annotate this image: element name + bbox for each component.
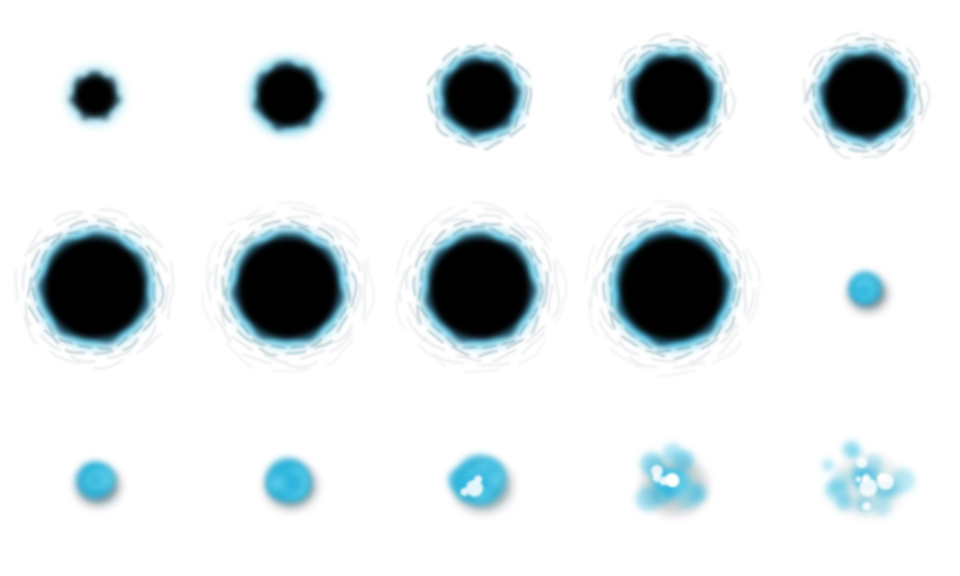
portal-ring xyxy=(812,44,916,149)
sprite-frame-11 xyxy=(76,461,119,505)
cloud-puff xyxy=(872,497,892,517)
portal-ring xyxy=(22,214,170,363)
portal-ring xyxy=(201,201,375,373)
portal-ring xyxy=(585,200,760,377)
portal-core xyxy=(259,67,317,125)
portal-ring xyxy=(221,219,357,356)
cloud-puff xyxy=(87,472,103,488)
sprite-frame-15 xyxy=(822,440,916,517)
portal-core xyxy=(238,238,338,338)
portal-core xyxy=(430,238,530,338)
cloud-gap xyxy=(474,475,483,484)
cloud-puff xyxy=(822,459,834,471)
portal-ring xyxy=(405,214,553,363)
portal-ring xyxy=(214,216,362,364)
cloud-gap xyxy=(669,476,679,487)
portal-ring xyxy=(27,219,165,355)
portal-core xyxy=(634,58,710,134)
portal-ring xyxy=(608,33,736,157)
portal-ring xyxy=(398,207,560,367)
cloud-puff xyxy=(285,475,303,493)
portal-ring xyxy=(614,39,727,153)
portal-ring xyxy=(609,224,737,353)
cloud-gap xyxy=(855,476,862,483)
sprite-frame-7 xyxy=(201,201,375,373)
portal-core xyxy=(75,76,115,116)
sprite-frame-12 xyxy=(266,458,316,508)
cloud-puff xyxy=(858,284,873,299)
sprite-frame-10 xyxy=(848,271,887,311)
cloud-gap xyxy=(859,478,878,497)
cloud-puff xyxy=(674,474,693,493)
sprite-frame-5 xyxy=(802,31,930,160)
portal-ring xyxy=(594,211,747,363)
sprite-frame-2 xyxy=(250,58,326,134)
portal-ring xyxy=(590,205,755,369)
portal-ring xyxy=(802,31,930,160)
cloud-gap xyxy=(877,473,894,490)
sprite-frame-4 xyxy=(608,33,736,157)
cloud-gap xyxy=(856,457,868,469)
cloud-puff xyxy=(836,481,848,493)
sprite-frame-6 xyxy=(15,208,174,369)
cloud-gap xyxy=(651,465,663,477)
portal-ring xyxy=(434,49,528,144)
portal-core xyxy=(620,236,724,340)
cloud-gap xyxy=(466,479,483,497)
cloud-puff xyxy=(842,440,860,458)
sprite-frame-8 xyxy=(396,201,568,374)
portal-ring xyxy=(622,46,722,148)
portal-core xyxy=(445,61,515,131)
portal-ring xyxy=(806,38,923,152)
sprite-frame-3 xyxy=(427,43,532,150)
cloud-puff xyxy=(689,484,707,503)
portal-ring xyxy=(396,201,568,374)
portal-core xyxy=(825,56,905,136)
cloud-puff xyxy=(268,474,285,492)
cloud-puff xyxy=(487,471,503,487)
portal-ring xyxy=(418,225,544,349)
sprite-frame-9 xyxy=(585,200,760,377)
portal-ring xyxy=(15,208,174,369)
portal-core xyxy=(45,238,145,338)
cloud-gap xyxy=(862,501,871,511)
portal-ring xyxy=(602,219,742,360)
portal-ring xyxy=(31,225,156,350)
portal-ring xyxy=(427,43,532,150)
portal-ring xyxy=(207,207,367,368)
cloud-puff xyxy=(835,493,853,511)
portal-ring xyxy=(412,220,549,358)
sprite-frame-14 xyxy=(635,443,707,515)
sprite-frame-1 xyxy=(66,67,124,125)
sprite-frame-13 xyxy=(448,455,511,511)
cloud-puff xyxy=(663,443,683,463)
